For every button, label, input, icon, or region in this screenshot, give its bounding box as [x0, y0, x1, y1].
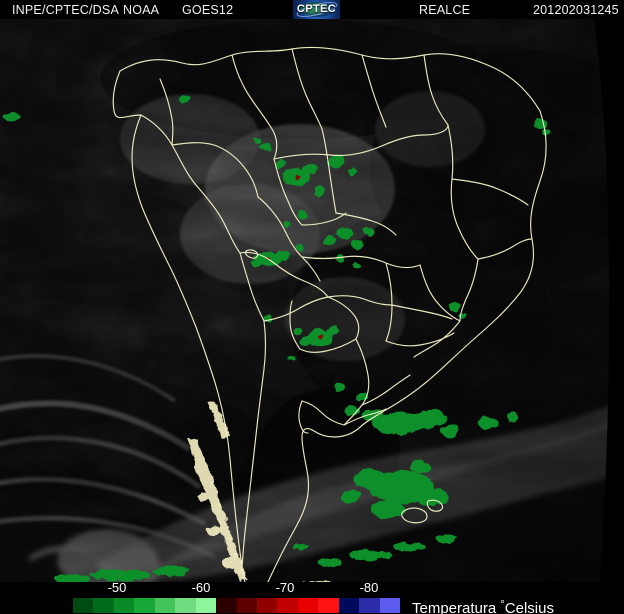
satellite-image-canvas [0, 19, 624, 582]
colorbar-swatch-2 [113, 598, 135, 613]
legend-bar: -50 -60 -70 -80 Temperatura °Celsius [0, 580, 624, 614]
colorbar-swatch-1 [93, 598, 114, 613]
colorbar-tick-minus70: -70 [275, 580, 295, 595]
colorbar-swatch-13 [338, 598, 360, 613]
colorbar-swatch-9 [256, 598, 278, 613]
colorbar-swatch-8 [236, 598, 257, 613]
cptec-logo-text: CPTEC [296, 3, 337, 15]
coldest-core-enhancement [265, 174, 324, 340]
colorbar-swatch-15 [379, 598, 400, 613]
colorbar-title-word: Temperatura [412, 600, 497, 614]
colorbar-swatch-14 [359, 598, 380, 613]
patagonia-snow-speckle [210, 481, 243, 573]
satellite-network: NOAA [123, 3, 160, 17]
colorbar-swatch-12 [318, 598, 339, 613]
agency-label: INPE/CPTEC/DSA [12, 3, 119, 17]
header-bar: INPE/CPTEC/DSA NOAA GOES12 CPTEC REALCE … [0, 0, 624, 19]
colorbar-tick-minus60: -60 [191, 580, 211, 595]
colorbar-title: Temperatura °Celsius [412, 595, 554, 614]
cptec-logo: CPTEC [293, 0, 340, 19]
colorbar-swatch-0 [73, 598, 94, 613]
colorbar-tick-minus80: -80 [359, 580, 379, 595]
colorbar-tick-labels: -50 -60 -70 -80 [0, 580, 624, 596]
satellite-name: GOES12 [182, 3, 234, 17]
far-south-enhancement [54, 535, 456, 582]
south-cold-cloud-enhancement [263, 315, 518, 518]
country-borders-overlay [112, 46, 547, 582]
temperature-colorbar [73, 598, 400, 613]
colorbar-swatch-3 [134, 598, 155, 613]
unit-name: Celsius [504, 600, 554, 614]
product-mode-label: REALCE [419, 3, 471, 17]
colorbar-swatch-11 [297, 598, 319, 613]
colorbar-swatch-4 [154, 598, 176, 613]
andes-snow-overlay [188, 401, 333, 582]
degree-symbol: ° [500, 599, 505, 611]
colorbar-swatch-5 [175, 598, 196, 613]
timestamp-label: 201202031245 [533, 3, 619, 17]
colorbar-swatch-7 [216, 598, 237, 613]
globe-icon [299, 2, 334, 18]
colorbar-swatch-6 [195, 598, 217, 613]
infrared-satellite-image [0, 19, 624, 582]
colorbar-tick-minus50: -50 [107, 580, 127, 595]
colorbar-swatch-10 [277, 598, 298, 613]
